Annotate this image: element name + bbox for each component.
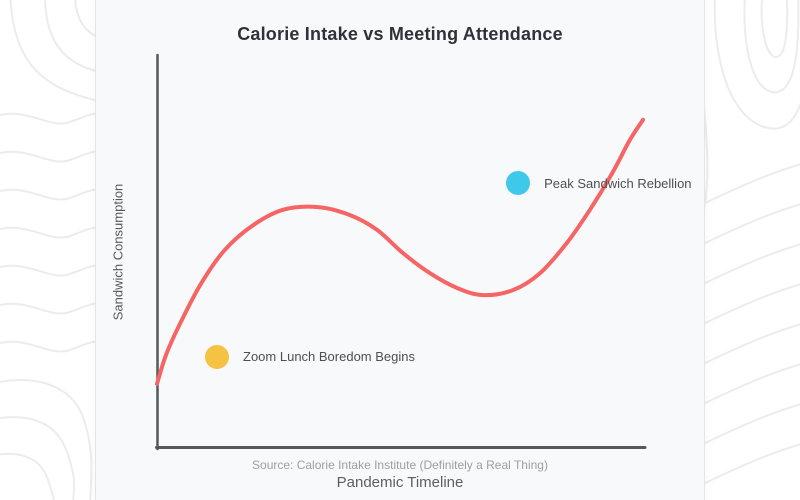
- contour-line: [689, 363, 800, 411]
- contour-line: [44, 0, 101, 73]
- contour-line: [0, 416, 76, 500]
- chart-canvas: [155, 53, 647, 451]
- x-axis-label: Pandemic Timeline: [336, 474, 464, 491]
- contour-line: [743, 0, 800, 94]
- zoom-lunch-dot-icon: [205, 344, 230, 369]
- chart-title: Calorie Intake vs Meeting Attendance: [237, 24, 563, 44]
- source-note: Source: Calorie Intake Institute (Defini…: [252, 458, 548, 472]
- contour-line: [689, 403, 800, 451]
- y-axis-label: Sandwich Consumption: [110, 183, 126, 321]
- contour-line: [760, 0, 789, 58]
- contour-line: [689, 323, 800, 371]
- contour-line: [689, 283, 800, 331]
- contour-line: [0, 379, 93, 500]
- contour-line: [689, 243, 800, 291]
- annotation-label: Zoom Lunch Boredom Begins: [243, 349, 415, 365]
- contour-line: [689, 443, 800, 491]
- contour-line: [689, 203, 800, 251]
- annotation-label: Peak Sandwich Rebellion: [544, 175, 692, 191]
- annotation-peak-sandwich: Peak Sandwich Rebellion: [506, 171, 692, 196]
- contour-line: [713, 0, 800, 130]
- chart-card: Calorie Intake vs Meeting Attendance San…: [95, 0, 705, 500]
- trend-curve: [155, 117, 645, 386]
- contour-line: [0, 452, 55, 500]
- annotation-zoom-lunch: Zoom Lunch Boredom Begins: [205, 344, 415, 369]
- contour-line: [9, 0, 96, 101]
- peak-sandwich-dot-icon: [506, 171, 531, 196]
